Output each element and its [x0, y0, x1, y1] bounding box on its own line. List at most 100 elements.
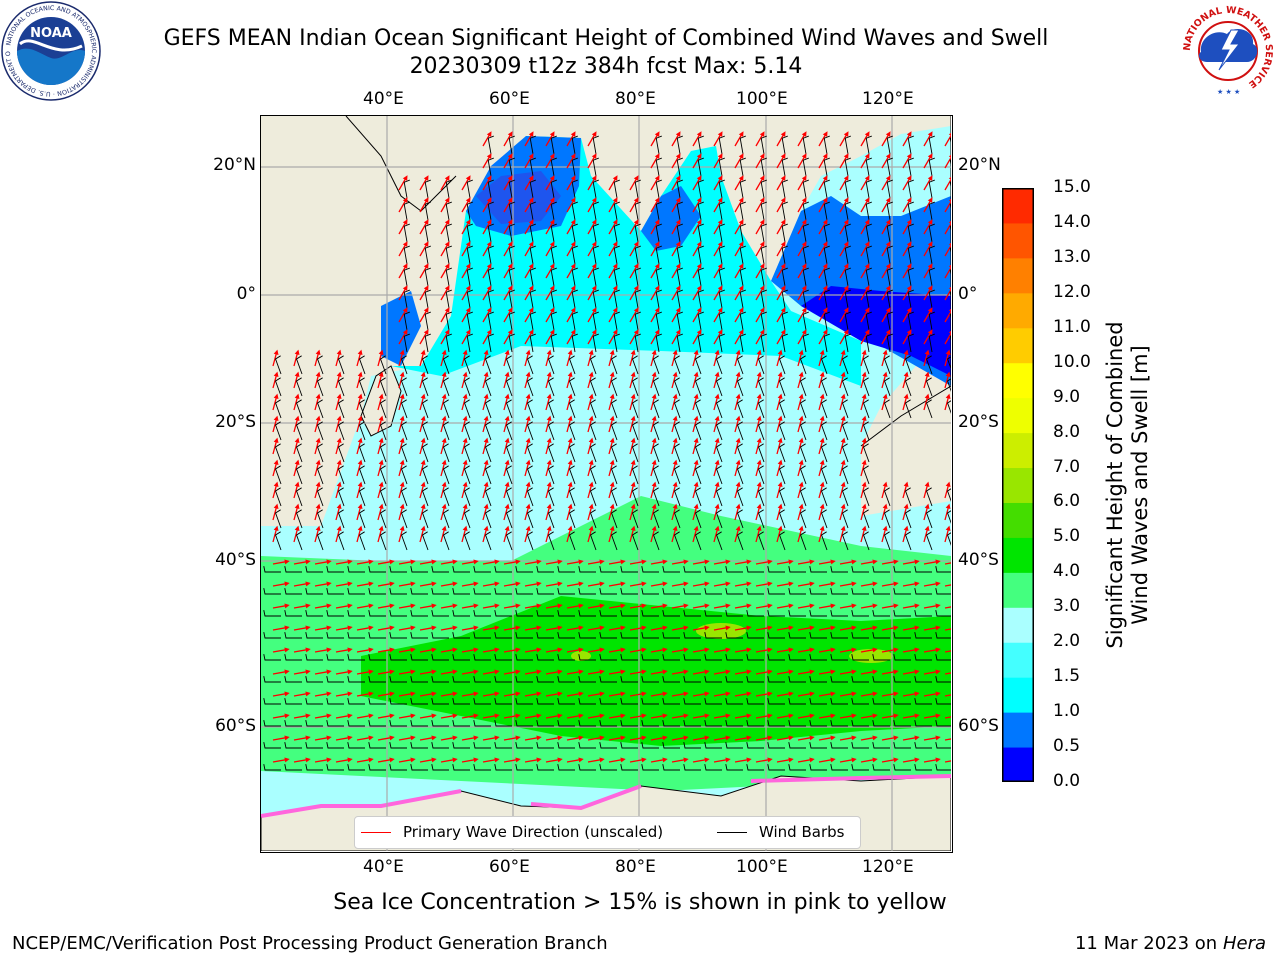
wave-arrow-head	[630, 437, 636, 444]
wave-direction-arrow	[440, 692, 455, 697]
wave-arrow-head	[756, 481, 762, 488]
wave-arrow-head	[675, 329, 681, 335]
wave-direction-arrow	[755, 243, 764, 257]
wave-arrow-head	[567, 415, 573, 422]
wave-arrow-head	[882, 481, 888, 488]
wind-barb	[473, 610, 491, 617]
wave-arrow-head	[735, 437, 741, 444]
wind-barb	[662, 632, 680, 639]
wind-barb	[505, 355, 513, 375]
wind-barb	[599, 632, 617, 639]
wave-direction-arrow	[755, 265, 764, 279]
wave-arrow-head	[525, 459, 531, 466]
wave-arrow-head	[486, 219, 492, 225]
wave-arrow-head	[683, 559, 689, 565]
wave-arrow-head	[420, 415, 426, 422]
wind-barb	[494, 632, 512, 639]
wave-direction-arrow	[419, 243, 428, 257]
wave-direction-arrow	[944, 352, 950, 367]
wind-barb	[872, 566, 890, 573]
wave-arrow-head	[798, 503, 804, 510]
wave-direction-arrow	[650, 331, 659, 345]
wave-direction-arrow	[545, 177, 554, 191]
wave-arrow-head	[305, 735, 311, 741]
wave-direction-arrow	[881, 199, 890, 213]
wave-arrow-head	[609, 503, 615, 510]
wind-barb	[746, 676, 764, 683]
wave-direction-arrow	[839, 331, 848, 345]
wave-direction-arrow	[881, 484, 887, 499]
wave-arrow-head	[423, 197, 429, 203]
wind-barb	[515, 676, 533, 683]
wind-barb	[610, 355, 618, 375]
wave-arrow-head	[924, 525, 930, 532]
wind-barb	[697, 179, 704, 199]
wave-direction-arrow	[944, 177, 952, 191]
wind-barb	[799, 421, 807, 441]
wind-barb	[547, 421, 555, 441]
wind-barb	[799, 443, 807, 463]
wave-direction-arrow	[419, 560, 434, 565]
wind-barb	[305, 698, 323, 705]
wave-arrow-head	[399, 481, 405, 488]
wave-direction-arrow	[713, 221, 722, 235]
wind-barb	[571, 179, 578, 199]
wave-arrow-head	[567, 371, 573, 378]
wave-arrow-head	[641, 757, 647, 763]
wave-direction-arrow	[503, 692, 518, 697]
wave-arrow-head	[717, 263, 723, 269]
wave-arrow-head	[872, 713, 878, 719]
wind-barb	[725, 676, 743, 683]
wave-direction-arrow	[587, 528, 593, 543]
wave-arrow-head	[830, 735, 836, 741]
wind-barb	[746, 588, 764, 595]
wave-direction-arrow	[755, 582, 770, 587]
wind-barb	[473, 632, 491, 639]
wave-direction-arrow	[377, 560, 392, 565]
wave-arrow-head	[305, 559, 311, 565]
wind-barb	[526, 399, 534, 419]
wind-barb	[718, 157, 725, 177]
wave-arrow-head	[570, 197, 576, 203]
wave-arrow-head	[465, 307, 471, 313]
wave-direction-arrow	[797, 648, 812, 653]
wave-direction-arrow	[776, 199, 785, 213]
wave-arrow-head	[864, 153, 870, 159]
wind-barb	[487, 157, 494, 177]
wave-direction-arrow	[860, 243, 869, 257]
wave-direction-arrow	[713, 177, 722, 191]
wave-direction-arrow	[818, 221, 827, 235]
wave-direction-arrow	[398, 199, 407, 213]
wind-barb	[757, 443, 765, 463]
wind-barb	[893, 742, 911, 749]
wave-arrow-head	[759, 285, 765, 291]
wave-arrow-head	[402, 241, 408, 247]
wave-direction-arrow	[293, 352, 299, 367]
wave-direction-arrow	[923, 692, 938, 697]
wave-direction-arrow	[335, 670, 350, 675]
wind-barb	[760, 201, 767, 221]
wave-arrow-head	[525, 525, 531, 532]
wave-direction-arrow	[650, 287, 659, 301]
wind-barb	[445, 245, 452, 265]
wind-barb	[746, 632, 764, 639]
wave-direction-arrow	[314, 418, 320, 433]
wave-arrow-head	[654, 285, 660, 291]
wind-barb	[631, 465, 639, 485]
wave-arrow-head	[423, 307, 429, 313]
wave-direction-arrow	[776, 692, 791, 697]
wind-barb	[592, 135, 599, 155]
wave-arrow-head	[843, 175, 849, 181]
wave-direction-arrow	[293, 758, 308, 763]
wind-barb	[295, 465, 303, 485]
wave-arrow-head	[756, 437, 762, 444]
wave-direction-arrow	[440, 758, 455, 763]
wind-barb	[865, 289, 872, 309]
wave-direction-arrow	[671, 309, 680, 323]
wind-barb	[599, 698, 617, 705]
wave-direction-arrow	[356, 462, 362, 477]
wave-direction-arrow	[713, 582, 728, 587]
wind-barb	[935, 676, 952, 683]
wave-direction-arrow	[797, 287, 806, 301]
wind-barb	[914, 566, 932, 573]
